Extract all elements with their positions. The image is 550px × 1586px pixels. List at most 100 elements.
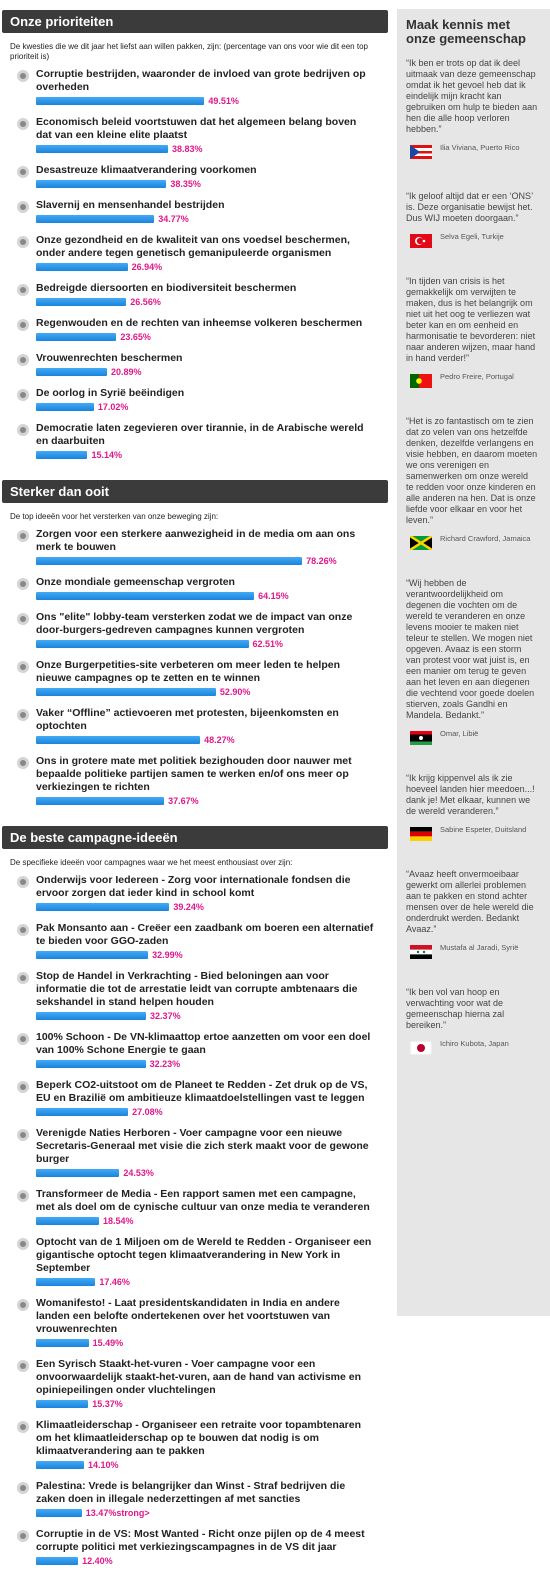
- bar: [36, 180, 167, 188]
- bar-row: 64.15%: [36, 590, 388, 602]
- item-title: Transformeer de Media - Een rapport same…: [36, 1188, 370, 1213]
- bar: [36, 951, 149, 959]
- bar: [36, 1169, 120, 1177]
- quote-author: Selva Egeli, Turkije: [440, 232, 504, 241]
- item-title: Onze mondiale gemeenschap vergroten: [36, 576, 235, 588]
- bar-row: 26.56%: [36, 296, 388, 308]
- survey-item: Economisch beleid voortstuwen dat het al…: [2, 116, 388, 155]
- section-heading: De beste campagne-ideeën: [2, 826, 388, 849]
- bar: [36, 592, 255, 600]
- quote-block: “Ik geloof altijd dat er een ‘ONS’ is. D…: [397, 191, 550, 248]
- item-icon: [17, 709, 29, 721]
- bar-row: 17.02%: [36, 401, 388, 413]
- item-icon: [17, 118, 29, 130]
- item-icon: [17, 1299, 29, 1311]
- survey-item: Ons "elite" lobby-team versterken zodat …: [2, 611, 388, 650]
- item-title: Bedreigde diersoorten en biodiversiteit …: [36, 282, 297, 294]
- survey-item: De oorlog in Syrië beëindigen 17.02%: [2, 387, 388, 413]
- survey-item: Onze Burgerpetities-site verbeteren om m…: [2, 659, 388, 698]
- survey-item: Optocht van de 1 Miljoen om de Wereld te…: [2, 1236, 388, 1288]
- bar-row: 37.67%: [36, 795, 388, 807]
- bar-row: 12.40%: [36, 1555, 388, 1567]
- quote-author: Sabine Espeter, Duitsland: [440, 825, 527, 834]
- bar: [36, 368, 108, 376]
- survey-item: Klimaatleiderschap - Organiseer een retr…: [2, 1419, 388, 1471]
- value-label: 20.89%: [111, 367, 142, 377]
- survey-item: Pak Monsanto aan - Creëer een zaadbank o…: [2, 922, 388, 961]
- quote-block: “Avaaz heeft onvermoeibaar gewerkt om al…: [397, 869, 550, 959]
- survey-item: Regenwouden en de rechten van inheemse v…: [2, 317, 388, 343]
- item-title: Zorgen voor een sterkere aanwezigheid in…: [36, 528, 356, 553]
- bar-row: 23.65%: [36, 331, 388, 343]
- bar-row: 15.49%: [36, 1337, 388, 1349]
- bar: [36, 797, 165, 805]
- item-icon: [17, 876, 29, 888]
- item-icon: [17, 972, 29, 984]
- item-title: Ons in grotere mate met politiek bezigho…: [36, 755, 352, 793]
- bar-row: 32.99%: [36, 949, 388, 961]
- item-icon: [17, 389, 29, 401]
- item-icon: [17, 70, 29, 82]
- item-title: Pak Monsanto aan - Creëer een zaadbank o…: [36, 922, 374, 947]
- quote: “Ik ben er trots op dat ik deel uitmaak …: [406, 58, 538, 134]
- bar: [36, 903, 170, 911]
- survey-item: Democratie laten zegevieren over tiranni…: [2, 422, 388, 461]
- item-title: Economisch beleid voortstuwen dat het al…: [36, 116, 357, 141]
- item-title: Beperk CO2-uitstoot om de Planeet te Red…: [36, 1079, 368, 1104]
- item-icon: [17, 166, 29, 178]
- bar-row: 38.83%: [36, 143, 388, 155]
- section: Sterker dan ooit De top ideeën voor het v…: [2, 480, 388, 807]
- bar: [36, 688, 216, 696]
- section-intro: De top ideeën voor het versterken van on…: [10, 512, 219, 521]
- flag: [410, 945, 432, 959]
- bar-row: 49.51%: [36, 95, 388, 107]
- bar: [36, 298, 127, 306]
- item-title: Palestina: Vrede is belangrijker dan Win…: [36, 1480, 346, 1505]
- item-title: Onderwijs voor Iedereen - Zorg voor inte…: [36, 874, 351, 899]
- page: Avaaz {"sections": [ {"heading": "Onze p…: [2, 9, 550, 1566]
- bar: [36, 1278, 96, 1286]
- item-title: Democratie laten zegevieren over tiranni…: [36, 422, 364, 447]
- quote-block: “Ik krijg kippenvel als ik zie hoeveel l…: [397, 773, 550, 841]
- bar-row: 32.37%: [36, 1010, 388, 1022]
- flag: [410, 731, 432, 745]
- bar: [36, 1557, 79, 1565]
- bar: [36, 1339, 89, 1347]
- section-heading: Sterker dan ooit: [2, 480, 388, 503]
- item-title: De oorlog in Syrië beëindigen: [36, 387, 185, 399]
- item-icon: [17, 236, 29, 248]
- value-label: 78.26%: [306, 556, 337, 566]
- bar: [36, 145, 169, 153]
- bar: [36, 1217, 100, 1225]
- survey-item: Bedreigde diersoorten en biodiversiteit …: [2, 282, 388, 308]
- section-heading: Onze prioriteiten: [2, 10, 388, 33]
- value-label: 14.10%: [87, 1460, 119, 1470]
- main-column: Onze prioriteiten De kwesties die we dit …: [2, 10, 388, 1586]
- bar: [36, 1012, 147, 1020]
- value-label: 15.14%: [91, 450, 122, 460]
- survey-item: Een Syrisch Staakt-het-vuren - Voer camp…: [2, 1358, 388, 1410]
- sidebar: Maak kennis met onze gemeenschap “Ik ben…: [397, 9, 550, 1316]
- quote: “Het is zo fantastisch om te zien dat zo…: [406, 416, 538, 525]
- bar-row: 13.47%strong>: [36, 1507, 388, 1519]
- quote: “Avaaz heeft onvermoeibaar gewerkt om al…: [406, 869, 534, 934]
- survey-item: Zorgen voor een sterkere aanwezigheid in…: [2, 528, 388, 567]
- item-icon: [17, 1190, 29, 1202]
- quote-block: “In tijden van crisis is het gemakkelijk…: [397, 276, 550, 388]
- item-title: Klimaatleiderschap - Organiseer een retr…: [36, 1419, 362, 1457]
- item-title: Slavernij en mensenhandel bestrijden: [36, 199, 225, 211]
- value-label: 18.54%: [103, 1216, 134, 1226]
- value-label: 17.02%: [97, 402, 129, 412]
- item-icon: [17, 1129, 29, 1141]
- value-label: 13.47%strong>: [85, 1508, 150, 1518]
- bar: [36, 736, 201, 744]
- item-icon: [17, 757, 29, 769]
- item-title: Onze Burgerpetities-site verbeteren om m…: [36, 659, 341, 684]
- section: Onze prioriteiten De kwesties die we dit …: [2, 10, 388, 461]
- bar-row: 17.46%: [36, 1276, 388, 1288]
- quote-block: “Wij hebben de verantwoordelijkheid om d…: [397, 578, 550, 745]
- value-label: 34.77%: [158, 214, 189, 224]
- bar-row: 15.37%: [36, 1398, 388, 1410]
- bar: [36, 1400, 89, 1408]
- item-title: Een Syrisch Staakt-het-vuren - Voer camp…: [36, 1358, 362, 1396]
